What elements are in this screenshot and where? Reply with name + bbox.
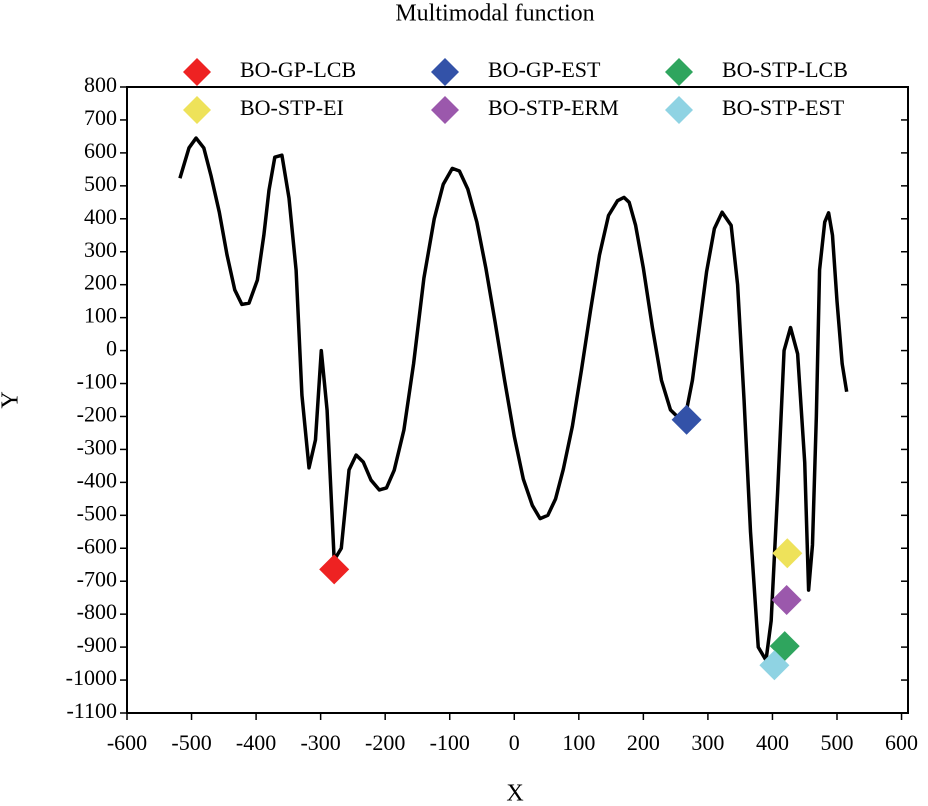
x-tick-label: 100 xyxy=(562,730,595,755)
x-tick-label: -200 xyxy=(365,730,405,755)
marker xyxy=(772,538,803,569)
y-tick-label: -300 xyxy=(77,434,117,459)
legend-swatch xyxy=(183,96,211,124)
y-tick-label: 700 xyxy=(84,105,117,130)
legend-label: BO-GP-LCB xyxy=(240,57,356,82)
y-tick-label: 200 xyxy=(84,270,117,295)
chart-title: Multimodal function xyxy=(395,1,594,27)
plot-frame xyxy=(126,86,909,714)
y-tick-label: 400 xyxy=(84,204,117,229)
legend-swatch xyxy=(431,96,459,124)
marker xyxy=(671,404,702,435)
y-tick-label: 100 xyxy=(84,303,117,328)
y-tick-label: 300 xyxy=(84,237,117,262)
y-tick-label: 500 xyxy=(84,171,117,196)
legend-swatch xyxy=(431,58,459,86)
legend-label: BO-STP-ERM xyxy=(488,95,619,120)
y-tick-label: -900 xyxy=(77,632,117,657)
marker xyxy=(759,650,790,681)
x-tick-label: 200 xyxy=(627,730,660,755)
y-tick-label: -700 xyxy=(77,566,117,591)
y-axis-label: Y xyxy=(0,391,24,408)
marker xyxy=(319,554,350,585)
legend-label: BO-STP-EI xyxy=(240,95,344,120)
legend-swatch xyxy=(665,96,693,124)
x-tick-label: -500 xyxy=(171,730,211,755)
x-tick-label: 300 xyxy=(691,730,724,755)
y-tick-label: -100 xyxy=(77,369,117,394)
x-tick-label: -600 xyxy=(107,730,147,755)
y-tick-label: -400 xyxy=(77,467,117,492)
y-tick-label: -800 xyxy=(77,599,117,624)
legend-swatch xyxy=(183,58,211,86)
y-tick-label: -600 xyxy=(77,533,117,558)
function-line xyxy=(178,136,849,663)
y-tick-label: -200 xyxy=(77,402,117,427)
y-tick-label: -1000 xyxy=(66,665,117,690)
legend-label: BO-STP-LCB xyxy=(722,57,848,82)
x-tick-label: 400 xyxy=(756,730,789,755)
y-tick-label: 600 xyxy=(84,138,117,163)
y-tick-label: -1100 xyxy=(66,698,117,723)
y-tick-label: -500 xyxy=(77,500,117,525)
legend-label: BO-STP-EST xyxy=(722,95,845,120)
x-tick-label: -300 xyxy=(300,730,340,755)
y-tick-label: 0 xyxy=(106,336,117,361)
y-tick-label: 800 xyxy=(84,72,117,97)
legend-label: BO-GP-EST xyxy=(488,57,601,82)
x-tick-label: 600 xyxy=(885,730,918,755)
x-tick-label: -100 xyxy=(430,730,470,755)
x-tick-label: 0 xyxy=(509,730,520,755)
x-axis-label: X xyxy=(506,781,523,806)
legend-swatch xyxy=(665,58,693,86)
x-tick-label: 500 xyxy=(821,730,854,755)
x-tick-label: -400 xyxy=(236,730,276,755)
marker xyxy=(771,584,802,615)
